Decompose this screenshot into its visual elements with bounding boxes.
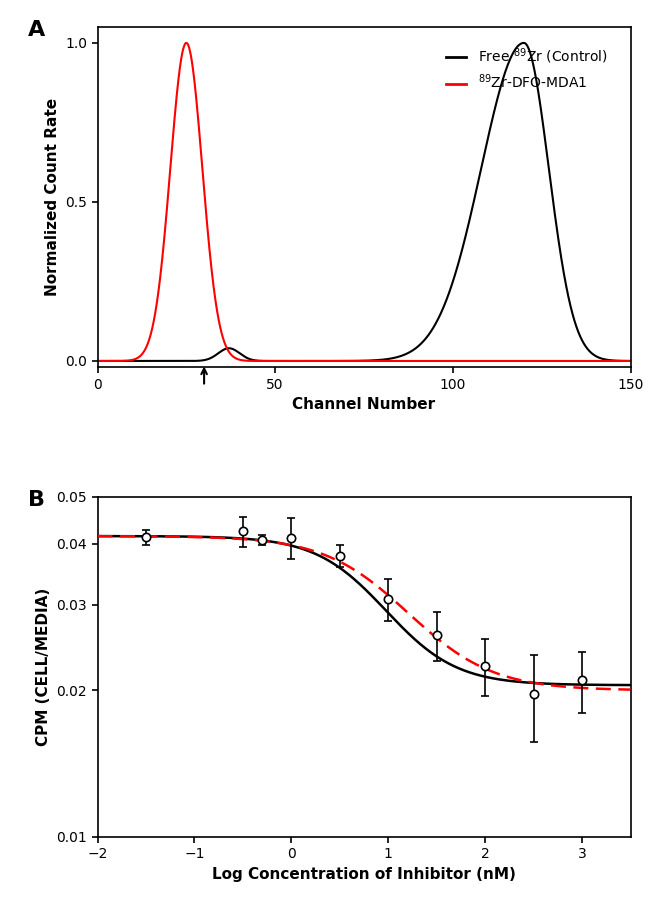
Text: A: A (28, 20, 46, 40)
Legend: Free $^{89}$Zr (Control), $^{89}$Zr-DFO-MDA1: Free $^{89}$Zr (Control), $^{89}$Zr-DFO-… (440, 40, 613, 97)
X-axis label: Log Concentration of Inhibitor (nM): Log Concentration of Inhibitor (nM) (212, 867, 516, 882)
X-axis label: Channel Number: Channel Number (292, 397, 436, 412)
Text: B: B (28, 490, 46, 510)
Y-axis label: Normalized Count Rate: Normalized Count Rate (45, 98, 60, 296)
Y-axis label: CPM (CELL/MEDIA): CPM (CELL/MEDIA) (36, 588, 51, 746)
